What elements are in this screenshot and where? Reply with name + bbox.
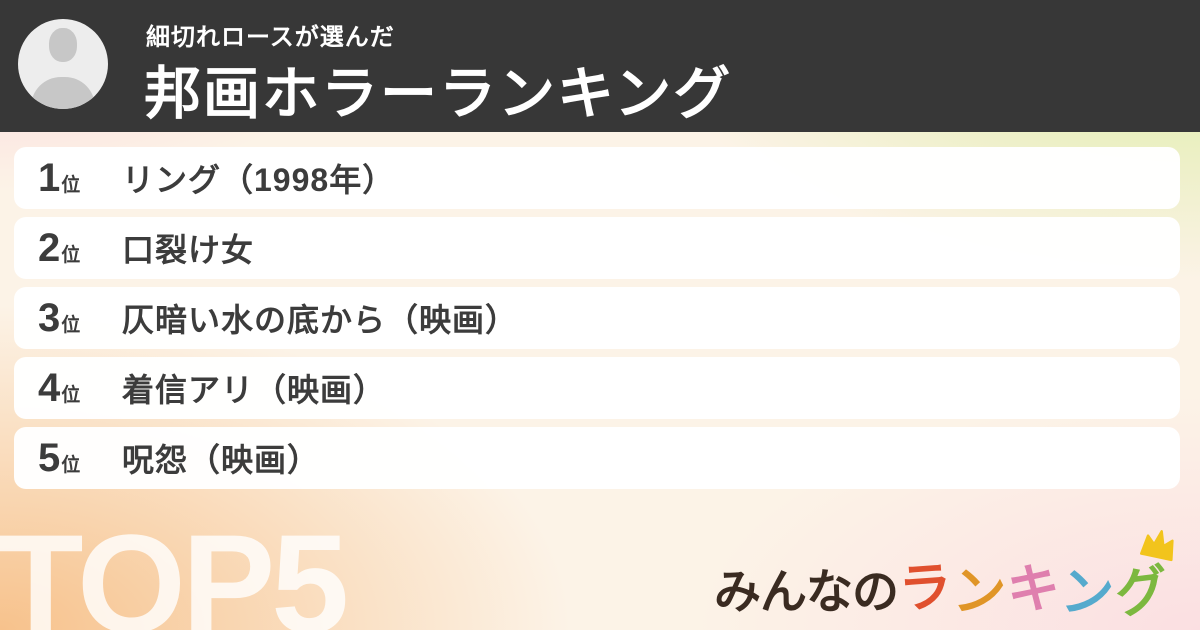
- rank-badge: 1 位: [38, 158, 104, 198]
- rank-number: 3: [38, 296, 61, 340]
- rank-badge: 5 位: [38, 438, 104, 478]
- entry-title: 口裂け女: [122, 232, 255, 268]
- rank-badge: 3 位: [38, 298, 104, 338]
- top5-watermark: TOP5: [0, 505, 349, 630]
- ranking-list: 1 位 リング（1998年） 2 位 口裂け女 3 位 仄暗い水の底から（映画）…: [14, 147, 1180, 497]
- rank-number: 2: [38, 226, 61, 270]
- person-icon-body: [31, 77, 95, 109]
- ranking-row-5: 5 位 呪怨（映画）: [14, 427, 1180, 489]
- brand-prefix: みんなの: [714, 565, 899, 618]
- entry-title: 呪怨（映画）: [122, 442, 321, 478]
- person-icon: [49, 28, 77, 62]
- rank-suffix: 位: [61, 245, 81, 266]
- entry-title: リング（1998年）: [122, 162, 396, 198]
- ranking-row-3: 3 位 仄暗い水の底から（映画）: [14, 287, 1180, 349]
- ranking-row-4: 4 位 着信アリ（映画）: [14, 357, 1180, 419]
- entry-title: 着信アリ（映画）: [122, 372, 387, 408]
- entry-title: 仄暗い水の底から（映画）: [122, 302, 519, 338]
- brand-char: ラ: [896, 557, 954, 620]
- byline: 細切れロースが選んだ: [146, 24, 395, 51]
- brand-char: ン: [1058, 562, 1116, 625]
- brand-char: ン: [951, 561, 1008, 624]
- brand-char: キ: [1005, 558, 1062, 621]
- rank-number: 4: [38, 366, 61, 410]
- rank-badge: 2 位: [38, 228, 104, 268]
- brand-char: グ: [1111, 559, 1172, 625]
- brand-logo: みんなの ラ ン キ ン グ: [714, 530, 1174, 625]
- rank-badge: 4 位: [38, 368, 104, 408]
- ranking-row-2: 2 位 口裂け女: [14, 217, 1180, 279]
- ranking-row-1: 1 位 リング（1998年）: [14, 147, 1180, 209]
- rank-suffix: 位: [61, 315, 81, 336]
- rank-suffix: 位: [61, 175, 81, 196]
- rank-suffix: 位: [61, 455, 81, 476]
- rank-number: 1: [38, 156, 61, 200]
- rank-number: 5: [38, 436, 61, 480]
- header: 細切れロースが選んだ 邦画ホラーランキング: [0, 0, 1200, 132]
- rank-suffix: 位: [61, 385, 81, 406]
- crown-icon: [1139, 530, 1174, 562]
- avatar: [18, 19, 108, 109]
- page-title: 邦画ホラーランキング: [144, 62, 733, 126]
